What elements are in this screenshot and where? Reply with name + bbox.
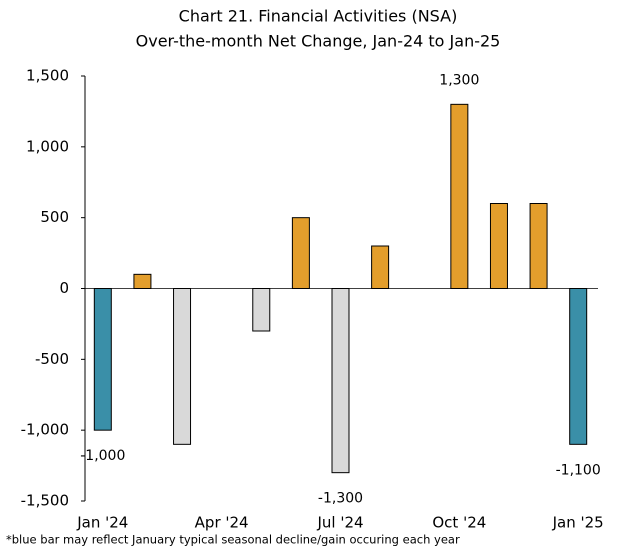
x-tick-label: Jan '24 bbox=[76, 514, 128, 532]
x-tick-label: Apr '24 bbox=[195, 514, 249, 532]
x-tick-label: Jan '25 bbox=[552, 514, 604, 532]
y-tick-label: 500 bbox=[40, 208, 69, 226]
footnote: *blue bar may reflect January typical se… bbox=[6, 533, 460, 547]
bar bbox=[529, 203, 548, 289]
bar bbox=[173, 288, 192, 445]
y-tick-label: 1,000 bbox=[26, 137, 69, 155]
bar bbox=[371, 245, 390, 289]
y-tick-label: 1,500 bbox=[26, 67, 69, 85]
y-tick-label: -1,500 bbox=[21, 492, 69, 510]
x-tick-label: Oct '24 bbox=[432, 514, 486, 532]
value-label: 1,300 bbox=[439, 72, 479, 88]
bar bbox=[450, 103, 469, 290]
value-label: -1,300 bbox=[318, 491, 363, 507]
y-tick-label: 0 bbox=[59, 279, 69, 297]
bar bbox=[93, 288, 112, 431]
bar bbox=[489, 203, 508, 289]
chart-subtitle: Over-the-month Net Change, Jan-24 to Jan… bbox=[136, 32, 501, 51]
bar bbox=[569, 288, 588, 445]
value-label: -1,000 bbox=[80, 448, 125, 464]
bar bbox=[331, 288, 350, 474]
chart-title: Chart 21. Financial Activities (NSA) bbox=[179, 7, 458, 26]
y-tick-label: -500 bbox=[35, 350, 69, 368]
x-tick-label: Jul '24 bbox=[316, 514, 363, 532]
bar bbox=[291, 217, 310, 290]
bar bbox=[252, 288, 271, 332]
bar bbox=[133, 273, 152, 290]
value-label: -1,100 bbox=[556, 462, 601, 478]
y-tick-label: -1,000 bbox=[21, 421, 69, 439]
